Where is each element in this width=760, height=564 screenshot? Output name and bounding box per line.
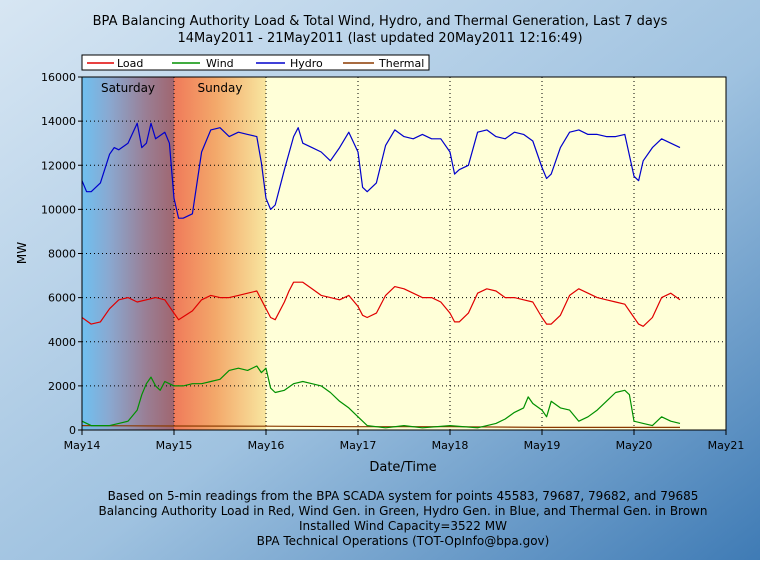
legend-label-thermal: Thermal	[378, 57, 424, 70]
footer-line-3: Installed Wind Capacity=3522 MW	[299, 519, 507, 533]
x-tick-label: May15	[156, 439, 193, 452]
x-tick-label: May17	[340, 439, 377, 452]
y-tick-label: 12000	[41, 159, 76, 172]
legend-label-hydro: Hydro	[290, 57, 323, 70]
y-axis-label: MW	[15, 242, 29, 264]
series-line-wind	[81, 365, 681, 429]
x-tick-label: May20	[616, 439, 653, 452]
footer-line-1: Based on 5-min readings from the BPA SCA…	[108, 489, 699, 503]
y-tick-label: 14000	[41, 115, 76, 128]
footer-line-4: BPA Technical Operations (TOT-OpInfo@bpa…	[257, 534, 550, 548]
saturday-band	[82, 77, 174, 430]
x-tick-label: May19	[524, 439, 561, 452]
y-tick-label: 4000	[48, 336, 76, 349]
y-tick-label: 10000	[41, 203, 76, 216]
y-tick-label: 8000	[48, 248, 76, 261]
legend-box	[81, 54, 430, 71]
legend: Load Wind Hydro Thermal	[81, 54, 430, 71]
x-axis-label: Date/Time	[369, 460, 436, 475]
axis-ticks: 0 2000 4000 6000 8000 10000 12000 14000 16000 May…	[41, 71, 744, 452]
saturday-label: Saturday	[101, 81, 155, 95]
series-line-hydro	[81, 122, 681, 219]
series-line-load	[81, 281, 681, 327]
series-layer	[81, 122, 681, 429]
x-tick-label: May16	[248, 439, 285, 452]
x-tick-label: May18	[432, 439, 469, 452]
legend-label-load: Load	[117, 57, 143, 70]
grid	[82, 77, 726, 430]
x-tick-label: May21	[708, 439, 745, 452]
y-tick-label: 2000	[48, 380, 76, 393]
sunday-label: Sunday	[198, 81, 243, 95]
y-tick-label: 16000	[41, 71, 76, 84]
series-line-thermal	[81, 425, 680, 428]
chart-title: BPA Balancing Authority Load & Total Win…	[93, 14, 668, 29]
y-tick-label: 6000	[48, 292, 76, 305]
legend-label-wind: Wind	[206, 57, 234, 70]
chart-subtitle: 14May2011 - 21May2011 (last updated 20Ma…	[177, 31, 582, 46]
sunday-band	[174, 77, 266, 430]
x-tick-label: May14	[64, 439, 101, 452]
y-tick-label: 0	[69, 424, 76, 437]
footer-line-2: Balancing Authority Load in Red, Wind Ge…	[99, 504, 708, 518]
